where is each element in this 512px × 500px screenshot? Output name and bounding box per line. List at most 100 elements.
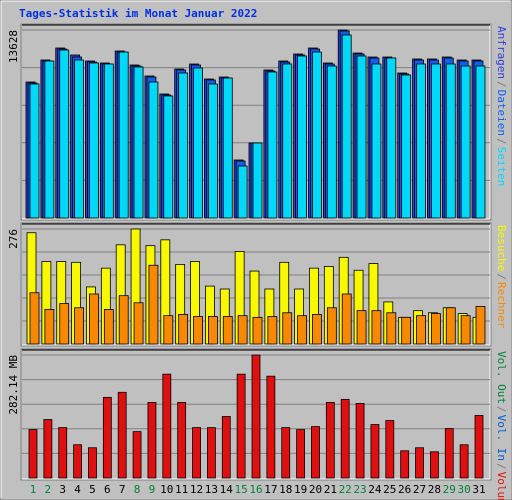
bar <box>429 451 439 479</box>
bar <box>236 373 246 479</box>
x-tick-label: 25 <box>383 483 396 496</box>
bar <box>89 293 99 345</box>
bar <box>237 315 248 345</box>
legend-separator: / <box>495 273 508 280</box>
bar <box>118 295 129 345</box>
bar <box>192 427 201 479</box>
bar <box>252 142 263 219</box>
bar <box>103 63 114 219</box>
bar <box>430 63 441 219</box>
bar <box>444 428 454 479</box>
bar <box>44 60 55 219</box>
bar <box>133 66 144 219</box>
bar <box>73 444 82 479</box>
y-tick-label: 282.14 MB <box>7 355 20 415</box>
bar <box>177 402 187 479</box>
y-tick-label: 13628 <box>7 30 20 63</box>
bar <box>341 293 352 345</box>
bar <box>400 450 410 479</box>
bar <box>178 72 189 219</box>
bar <box>401 316 412 345</box>
x-tick-label: 10 <box>160 483 173 496</box>
x-tick-label: 27 <box>413 483 426 496</box>
legend-entry: Vol. In <box>495 415 508 461</box>
x-tick-label: 22 <box>339 483 352 496</box>
bar <box>163 95 174 219</box>
bar <box>221 416 231 479</box>
bar <box>415 447 424 479</box>
legend: Anfragen / Dateien / Seiten <box>495 26 508 186</box>
bar <box>29 292 40 345</box>
bar <box>371 63 382 219</box>
bar <box>460 65 471 219</box>
bar <box>266 375 276 479</box>
x-tick-label: 31 <box>472 483 485 496</box>
bar <box>207 83 218 219</box>
x-tick-label: 19 <box>294 483 307 496</box>
bar <box>58 427 68 479</box>
bar <box>311 426 320 479</box>
bar <box>341 34 352 219</box>
legend-entry: Vol. Out <box>495 351 508 404</box>
bar <box>178 314 189 345</box>
bar <box>252 316 263 345</box>
bar <box>445 307 456 345</box>
legend: Besuche / Rechner <box>495 225 508 329</box>
bar <box>267 71 278 219</box>
bar <box>356 55 367 219</box>
bar <box>475 65 486 219</box>
bar <box>222 77 233 219</box>
x-tick-label: 8 <box>134 483 141 496</box>
bar <box>371 310 382 345</box>
bar <box>103 309 114 345</box>
bar <box>416 63 426 219</box>
bar <box>281 427 291 479</box>
x-tick-label: 29 <box>443 483 456 496</box>
x-tick-label: 12 <box>190 483 203 496</box>
x-tick-label: 9 <box>149 483 156 496</box>
bar <box>148 264 159 345</box>
bar <box>74 307 84 345</box>
legend-separator: / <box>495 406 508 413</box>
bar <box>29 83 40 219</box>
bar <box>162 373 172 479</box>
legend: Vol. Out / Vol. In / Volumen <box>495 351 508 500</box>
x-tick-label: 1 <box>30 483 37 496</box>
x-tick-label: 28 <box>428 483 441 496</box>
bar <box>206 427 216 479</box>
bar <box>296 429 306 479</box>
bar <box>267 316 278 345</box>
x-tick-label: 14 <box>220 483 234 496</box>
bar <box>386 57 397 219</box>
bar <box>133 302 144 345</box>
bar <box>193 67 203 219</box>
x-tick-label: 4 <box>74 483 81 496</box>
x-tick-label: 30 <box>458 483 471 496</box>
bar <box>297 55 308 219</box>
bar <box>355 403 365 479</box>
legend-separator: / <box>495 138 508 145</box>
bar <box>312 314 322 345</box>
bar <box>163 315 174 345</box>
bar <box>356 310 367 345</box>
x-tick-label: 23 <box>353 483 366 496</box>
bar <box>148 81 159 219</box>
bar <box>370 424 380 479</box>
bar <box>282 63 293 219</box>
legend-entry: Volumen <box>495 472 508 500</box>
bar <box>340 398 350 479</box>
x-tick-label: 24 <box>368 483 382 496</box>
bar <box>222 316 233 345</box>
bar <box>459 444 469 479</box>
bar <box>89 62 99 219</box>
bar <box>326 65 337 219</box>
x-tick-label: 20 <box>309 483 322 496</box>
bar <box>237 165 248 219</box>
bar <box>325 402 335 479</box>
bar <box>475 306 486 345</box>
bar <box>74 59 84 219</box>
legend-entry: Seiten <box>495 147 508 187</box>
x-tick-label: 7 <box>119 483 126 496</box>
bar <box>88 447 97 479</box>
